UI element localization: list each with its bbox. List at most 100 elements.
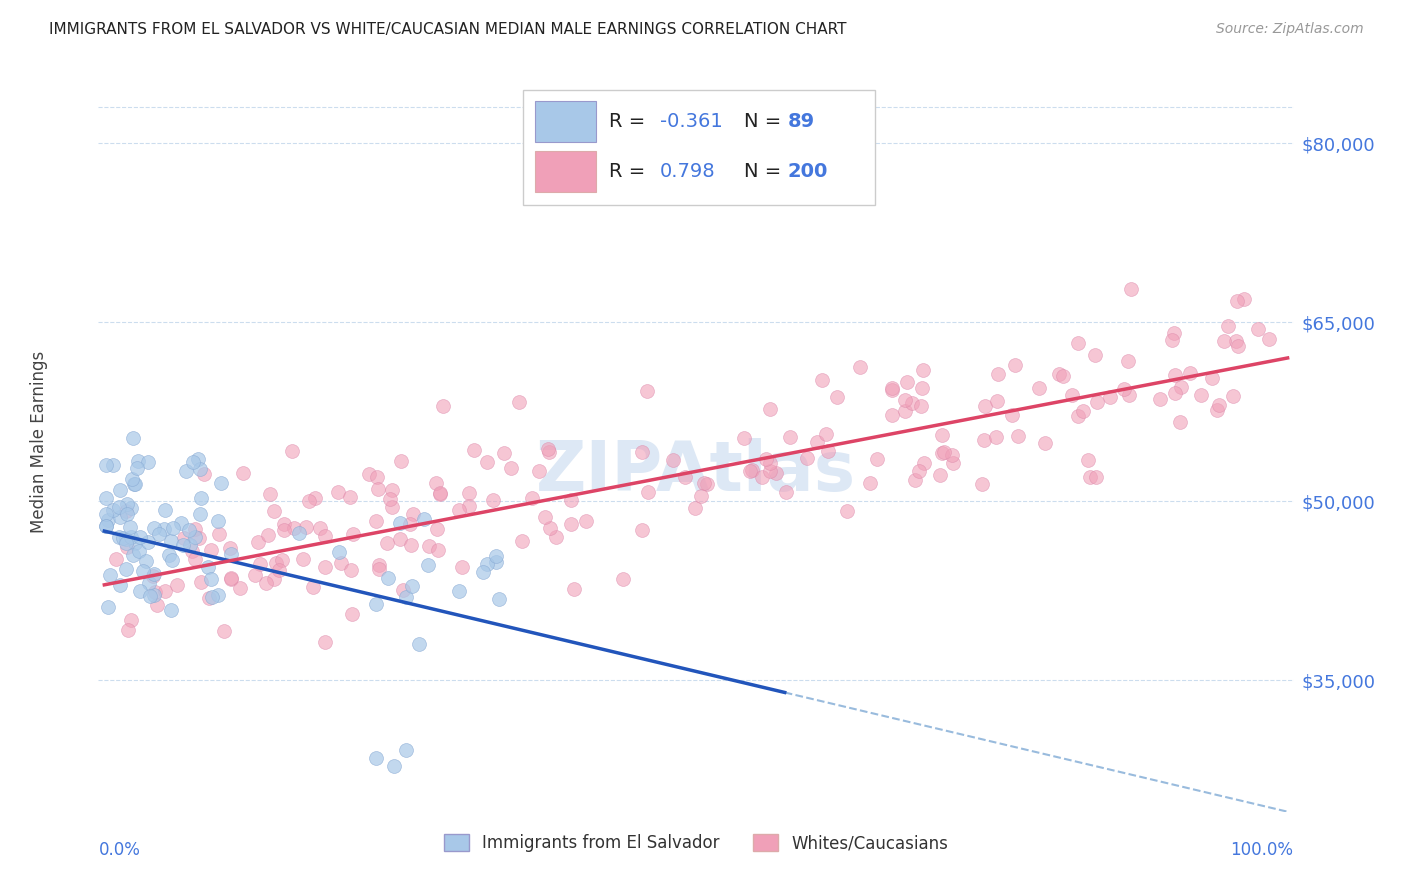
Point — [129, 529, 152, 543]
Point — [859, 475, 882, 490]
Point — [174, 464, 197, 478]
Point — [124, 476, 146, 491]
Text: R =: R = — [609, 112, 651, 131]
Point — [1160, 334, 1182, 348]
Point — [432, 399, 454, 413]
Point — [388, 532, 411, 546]
Point — [1033, 435, 1056, 450]
Point — [811, 373, 834, 387]
Point — [463, 443, 485, 458]
Point — [1098, 390, 1121, 404]
Point — [402, 507, 425, 521]
Point — [934, 445, 956, 459]
Point — [942, 457, 965, 471]
Point — [693, 475, 716, 490]
Point — [101, 458, 124, 472]
Point — [534, 510, 557, 524]
Point — [115, 504, 138, 518]
Point — [368, 558, 391, 572]
Point — [184, 522, 207, 536]
Point — [120, 501, 142, 516]
Point — [160, 533, 183, 548]
Point — [1001, 409, 1024, 423]
Point — [200, 590, 222, 604]
Point — [987, 368, 1010, 382]
Point — [1084, 470, 1107, 484]
Point — [136, 455, 159, 469]
FancyBboxPatch shape — [534, 101, 596, 143]
Point — [190, 491, 212, 505]
Point — [880, 408, 903, 422]
Point — [184, 530, 207, 544]
Point — [970, 476, 993, 491]
Point — [209, 475, 232, 490]
Point — [219, 541, 242, 556]
Point — [94, 519, 117, 533]
Point — [367, 562, 389, 576]
Point — [429, 486, 451, 500]
Point — [1233, 293, 1256, 307]
Point — [254, 575, 277, 590]
Point — [120, 529, 142, 543]
Point — [97, 513, 120, 527]
Point — [207, 514, 229, 528]
Point — [425, 475, 447, 490]
Point — [408, 637, 430, 651]
Point — [1226, 294, 1249, 309]
Point — [142, 567, 165, 582]
Point — [314, 635, 336, 649]
Point — [475, 455, 498, 469]
Point — [1067, 409, 1090, 423]
Text: N =: N = — [744, 112, 787, 131]
Point — [1163, 326, 1185, 340]
Point — [115, 497, 138, 511]
Point — [661, 453, 683, 467]
Point — [900, 396, 922, 410]
Point — [108, 483, 131, 497]
Point — [142, 521, 165, 535]
Point — [488, 591, 510, 606]
Point — [166, 578, 188, 592]
Point — [475, 557, 498, 571]
Point — [263, 503, 285, 517]
Point — [1205, 403, 1227, 417]
Point — [401, 580, 423, 594]
Point — [481, 492, 503, 507]
Text: IMMIGRANTS FROM EL SALVADOR VS WHITE/CAUCASIAN MEDIAN MALE EARNINGS CORRELATION : IMMIGRANTS FROM EL SALVADOR VS WHITE/CAU… — [49, 22, 846, 37]
Point — [508, 394, 530, 409]
Point — [181, 455, 204, 469]
Point — [377, 571, 399, 585]
Point — [380, 491, 402, 506]
Point — [492, 445, 515, 459]
Point — [190, 575, 212, 590]
Point — [835, 504, 858, 518]
Point — [696, 477, 718, 491]
Point — [1052, 369, 1074, 384]
Point — [259, 486, 281, 500]
Point — [758, 401, 780, 416]
Point — [560, 516, 582, 531]
Point — [273, 516, 295, 531]
Text: 100.0%: 100.0% — [1230, 841, 1294, 859]
Point — [381, 500, 404, 515]
Point — [298, 493, 321, 508]
Point — [105, 551, 128, 566]
Point — [636, 384, 658, 398]
Point — [564, 582, 586, 596]
Point — [135, 554, 157, 568]
Point — [148, 527, 170, 541]
Point — [458, 486, 481, 500]
Text: R =: R = — [609, 161, 651, 181]
Point — [127, 461, 149, 475]
Point — [908, 464, 931, 478]
Point — [179, 538, 201, 552]
Point — [357, 467, 380, 482]
Point — [389, 454, 412, 468]
Point — [159, 603, 181, 617]
Text: N =: N = — [744, 161, 787, 181]
Point — [200, 572, 222, 586]
Text: 0.798: 0.798 — [661, 161, 716, 181]
Point — [755, 451, 778, 466]
Point — [974, 399, 997, 413]
Point — [1084, 348, 1107, 362]
